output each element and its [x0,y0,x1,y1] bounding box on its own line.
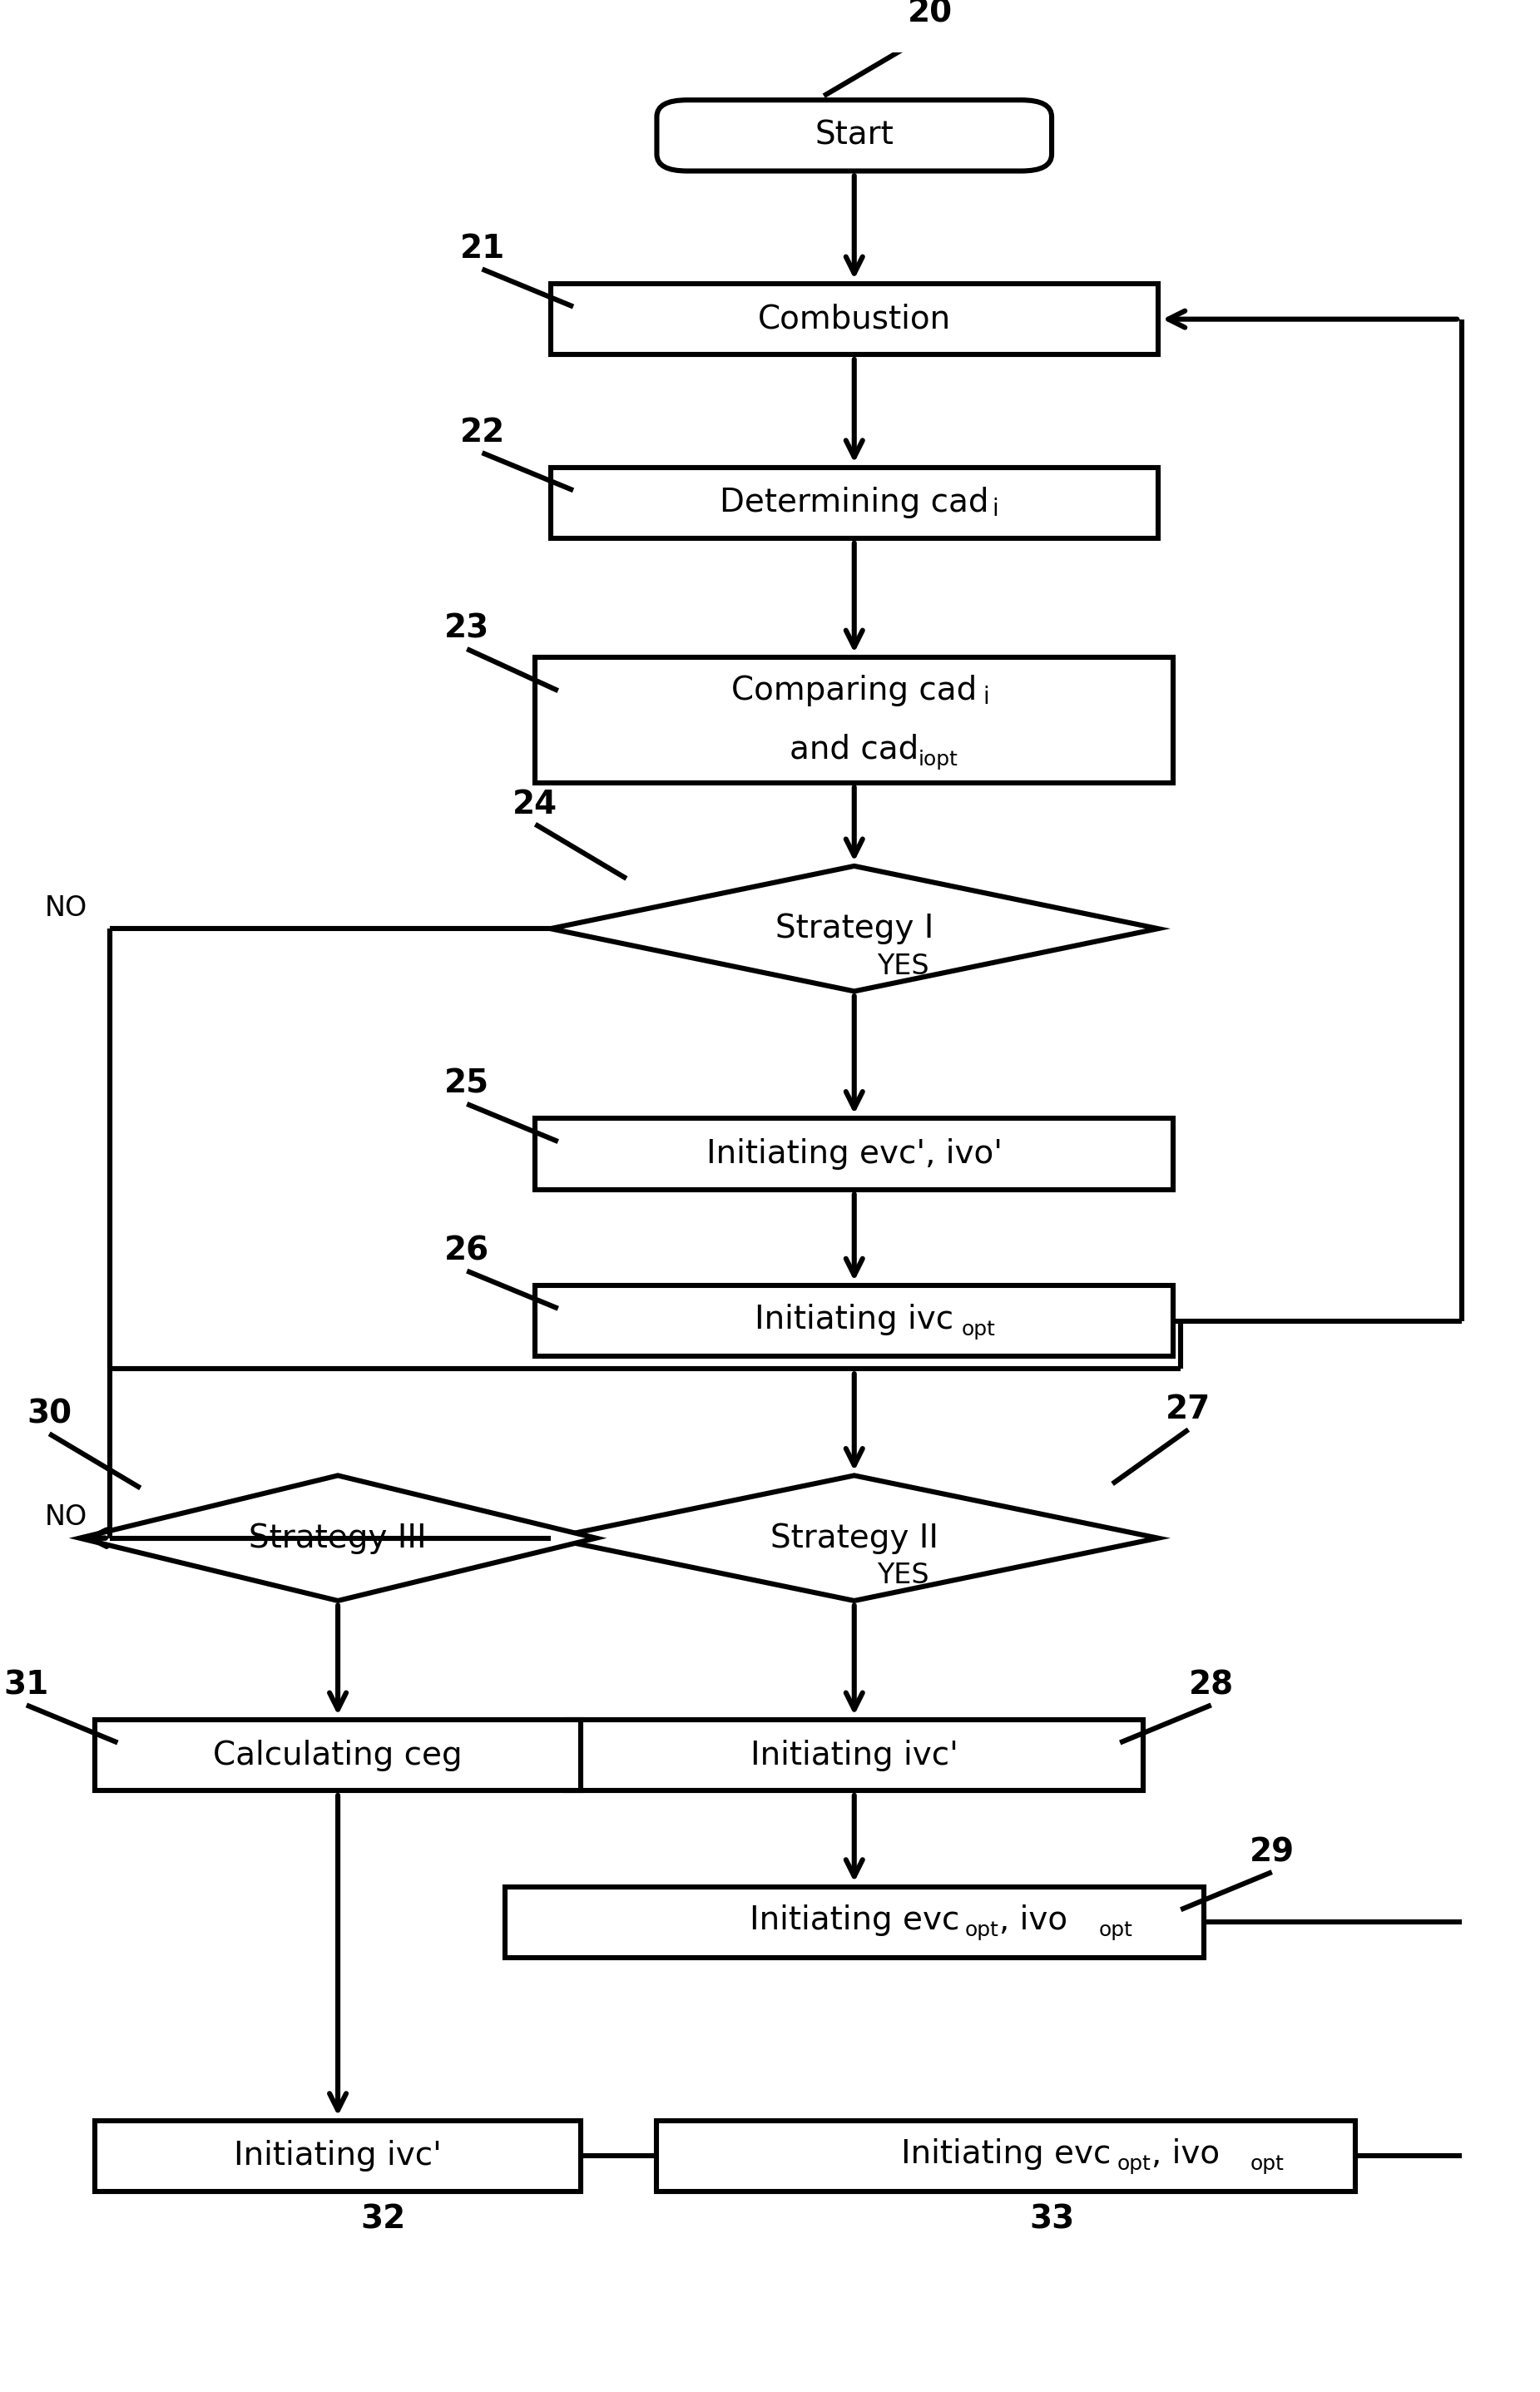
Text: , ivo: , ivo [999,1904,1067,1935]
Text: 28: 28 [1189,1670,1234,1701]
Text: Determining cad: Determining cad [719,488,989,519]
Bar [95,1720,581,1792]
Text: 29: 29 [1249,1837,1295,1868]
Text: Initiating evc', ivo': Initiating evc', ivo' [707,1139,1003,1170]
Text: 24: 24 [513,789,557,820]
Text: Comparing cad: Comparing cad [731,675,976,706]
Text: 23: 23 [445,612,490,646]
Text: opt: opt [1098,1921,1132,1940]
Text: 31: 31 [5,1670,49,1701]
Bar [565,1720,1143,1792]
Text: Initiating ivc': Initiating ivc' [234,2141,442,2172]
Text: Combustion: Combustion [758,304,950,335]
Bar [550,466,1158,538]
Text: opt: opt [1116,2155,1150,2174]
Text: NO: NO [45,895,88,921]
Bar [536,1119,1173,1189]
Text: i: i [983,687,990,708]
Text: 22: 22 [459,416,505,450]
Text: i: i [992,498,999,521]
Bar [536,658,1173,782]
Text: Strategy III: Strategy III [249,1521,427,1555]
Text: , ivo: , ivo [1152,2138,1220,2170]
Text: Strategy II: Strategy II [770,1521,938,1555]
Text: opt: opt [962,1320,996,1340]
Text: Initiating evc: Initiating evc [750,1904,959,1935]
Text: Strategy I: Strategy I [775,914,933,945]
Text: iopt: iopt [918,751,958,770]
Bar [550,285,1158,354]
Bar [505,1887,1204,1957]
Text: 21: 21 [459,234,505,266]
Polygon shape [550,866,1158,990]
Text: 25: 25 [445,1069,490,1100]
Text: opt: opt [1250,2155,1284,2174]
Text: 30: 30 [26,1397,72,1430]
FancyBboxPatch shape [656,100,1052,170]
Text: 32: 32 [360,2203,407,2237]
Bar [95,2119,581,2191]
Text: NO: NO [45,1505,88,1531]
Text: and cad: and cad [790,734,919,765]
Polygon shape [80,1476,596,1600]
Text: 33: 33 [1029,2203,1075,2237]
Text: YES: YES [876,1562,929,1588]
Text: Initiating ivc: Initiating ivc [755,1304,953,1335]
Text: Start: Start [815,120,893,151]
Text: 20: 20 [907,0,953,29]
Text: opt: opt [966,1921,999,1940]
Bar [536,1285,1173,1356]
Text: 26: 26 [445,1234,490,1268]
Text: Calculating ceg: Calculating ceg [213,1739,462,1770]
Polygon shape [550,1476,1158,1600]
Text: Initiating ivc': Initiating ivc' [750,1739,958,1770]
Text: Initiating evc: Initiating evc [901,2138,1110,2170]
Text: 27: 27 [1166,1395,1210,1426]
Text: YES: YES [876,952,929,981]
Bar [656,2119,1355,2191]
